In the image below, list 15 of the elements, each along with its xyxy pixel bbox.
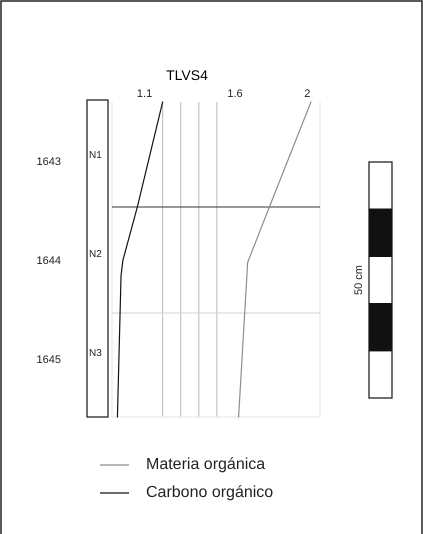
x-tick-label: 1.6 [227, 88, 243, 100]
legend-label: Carbono orgánico [146, 484, 274, 502]
legend-label: Materia orgánica [146, 456, 266, 474]
y-tick-label: 1644 [36, 255, 61, 268]
y-tick-label: 1643 [36, 156, 61, 168]
y-tick-label: 1645 [36, 354, 61, 366]
line-series [238, 101, 312, 418]
text: 50 cm [352, 265, 365, 295]
line-series [116, 101, 164, 418]
x-tick-label: 2 [304, 88, 310, 100]
text: N3 [89, 348, 102, 360]
text: N1 [89, 150, 102, 162]
chart-title: TLVS4 [166, 67, 208, 83]
x-tick-label: 1.1 [136, 88, 152, 100]
text: N2 [89, 249, 102, 260]
